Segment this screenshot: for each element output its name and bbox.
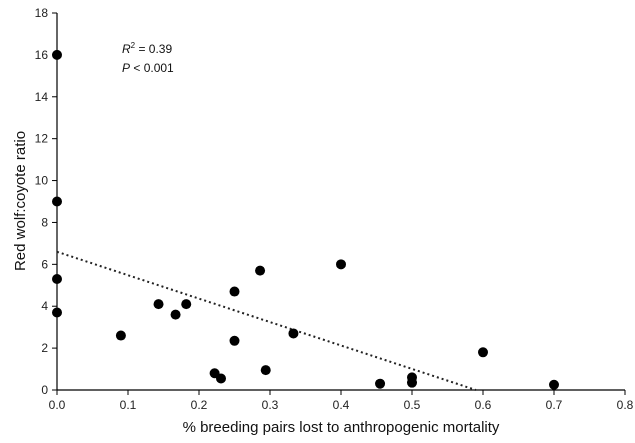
x-tick-label: 0.5 [404, 398, 421, 412]
data-point [478, 347, 488, 358]
y-axis-ticks: 0 2 4 6 8 10 12 14 16 18 [35, 6, 57, 397]
x-tick-label: 0.8 [617, 398, 634, 412]
r-squared-annotation: R2 = 0.39 [122, 41, 172, 56]
y-tick-label: 14 [35, 90, 49, 104]
data-point [549, 379, 559, 390]
data-point [260, 365, 271, 376]
x-tick-label: 0.4 [333, 398, 350, 412]
x-tick-label: 0.7 [546, 398, 563, 412]
data-points [52, 49, 559, 390]
y-tick-label: 0 [41, 383, 48, 397]
x-tick-label: 0.1 [120, 398, 137, 412]
x-tick-label: 0.3 [262, 398, 279, 412]
x-tick-label: 0.0 [49, 398, 66, 412]
x-axis-ticks: 0.0 0.1 0.2 0.3 0.4 0.5 0.6 0.7 0.8 [49, 390, 634, 412]
data-point [407, 377, 417, 388]
data-point [229, 335, 240, 346]
y-tick-label: 8 [41, 215, 48, 229]
data-point [52, 307, 62, 318]
y-tick-label: 2 [41, 341, 48, 355]
data-point [52, 196, 62, 207]
y-tick-label: 12 [35, 132, 49, 146]
data-point [153, 299, 164, 310]
data-point [52, 273, 62, 284]
y-tick-label: 4 [41, 299, 48, 313]
data-point [229, 286, 240, 297]
trendline [56, 250, 477, 391]
data-point [375, 378, 386, 389]
y-tick-label: 16 [35, 48, 49, 62]
x-tick-label: 0.6 [475, 398, 492, 412]
data-point [216, 373, 227, 384]
y-axis-label: Red wolf:coyote ratio [12, 131, 29, 271]
x-axis-label: % breeding pairs lost to anthropogenic m… [183, 419, 500, 436]
x-tick-label: 0.2 [191, 398, 208, 412]
data-point [255, 265, 266, 276]
p-value-annotation: P < 0.001 [122, 61, 174, 75]
data-point [288, 328, 299, 339]
data-point [181, 299, 192, 310]
data-point [170, 309, 181, 320]
data-point [115, 330, 126, 341]
data-point [336, 259, 346, 270]
y-tick-label: 18 [35, 6, 49, 20]
y-tick-label: 10 [35, 174, 49, 188]
data-point [52, 49, 62, 60]
y-tick-label: 6 [41, 257, 48, 271]
